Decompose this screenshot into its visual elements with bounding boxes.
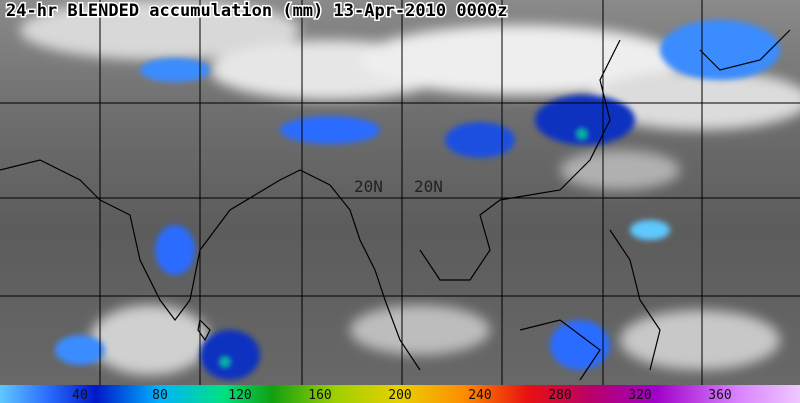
colorbar-label: 80 <box>152 388 168 403</box>
colorbar-label: 40 <box>72 388 88 403</box>
map-title: 24-hr BLENDED accumulation (mm) 13-Apr-2… <box>6 1 508 21</box>
colorbar-label: 200 <box>388 388 411 403</box>
colorbar-label: 320 <box>628 388 651 403</box>
graticule <box>0 0 800 385</box>
colorbar-label: 280 <box>548 388 571 403</box>
colorbar-label: 120 <box>228 388 251 403</box>
colorbar <box>0 385 800 403</box>
grid-label: 20N <box>414 177 443 196</box>
colorbar-labels: 40 80 120 160 200 240 280 320 360 <box>72 388 732 403</box>
coastlines <box>0 29 791 381</box>
colorbar-label: 360 <box>708 388 731 403</box>
grid-label: 20N <box>354 177 383 196</box>
precipitation <box>55 20 780 380</box>
colorbar-label: 160 <box>308 388 331 403</box>
colorbar-label: 240 <box>468 388 491 403</box>
